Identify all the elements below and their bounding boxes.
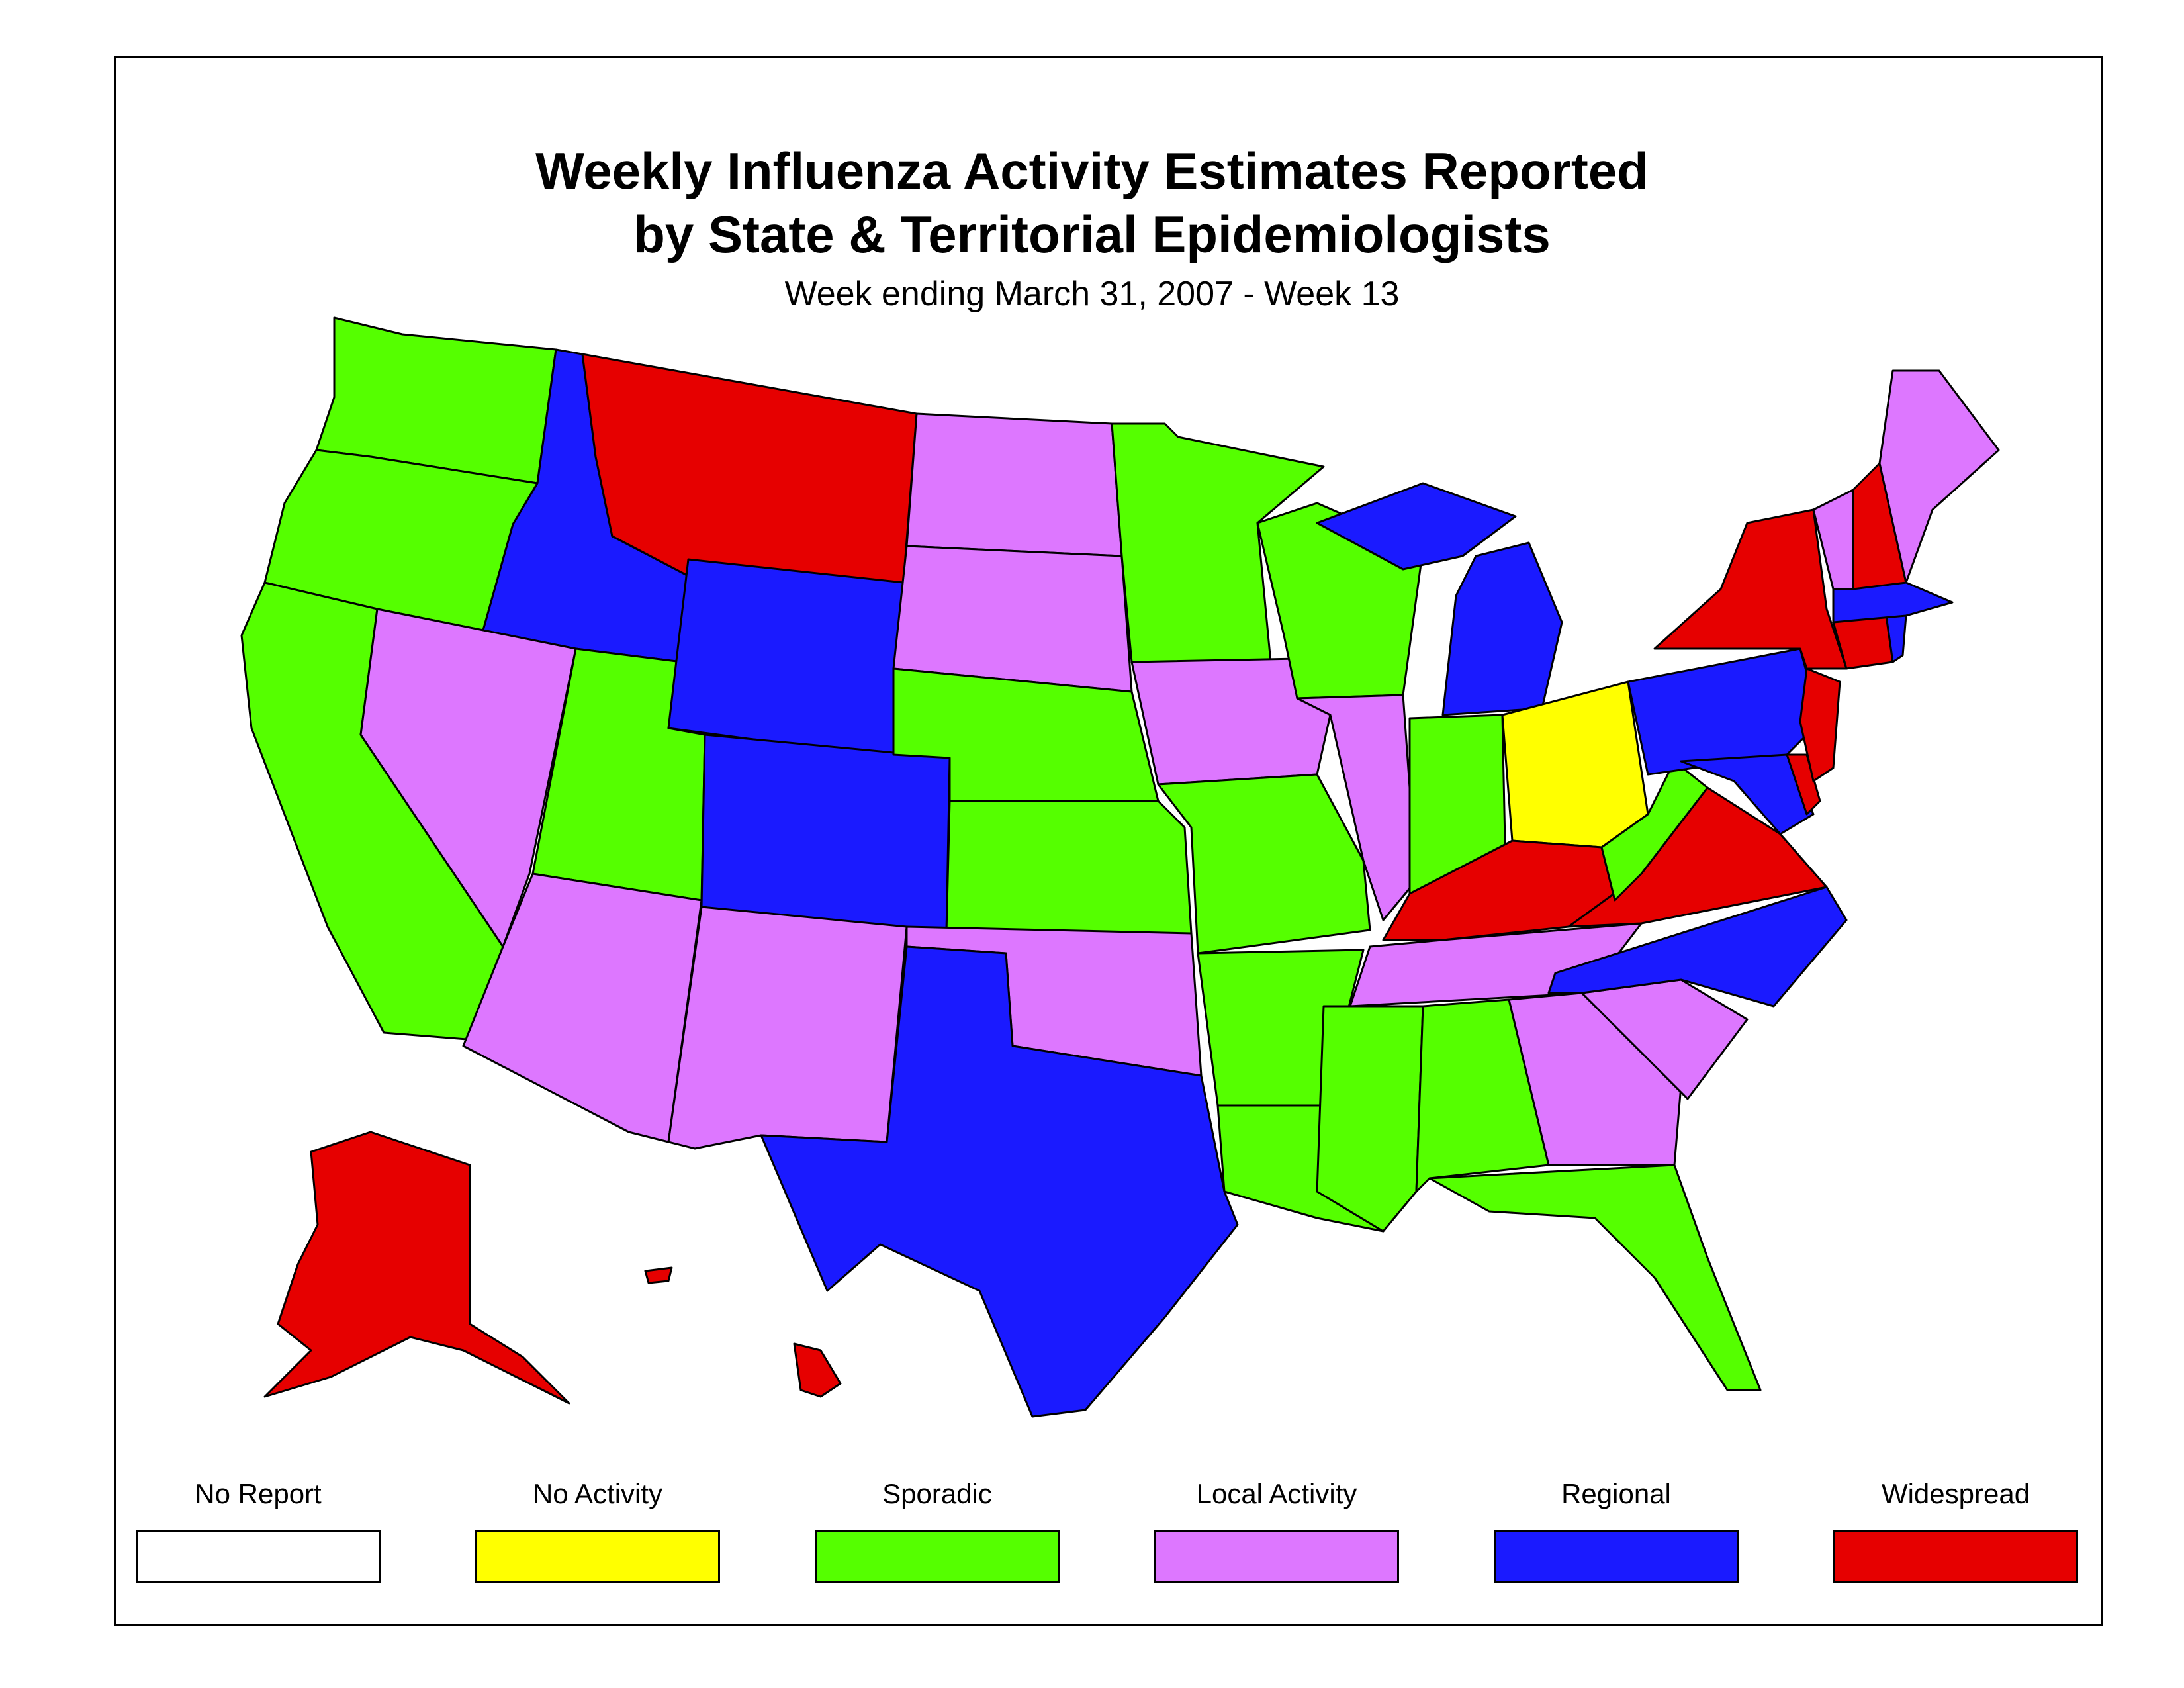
map-subtitle: Week ending March 31, 2007 - Week 13 <box>784 275 1400 313</box>
legend-item: Regional <box>1494 1477 1739 1583</box>
legend-item: No Report <box>136 1477 381 1583</box>
state-DE <box>1786 753 1821 816</box>
legend-swatch <box>1494 1530 1739 1583</box>
state-WV <box>1600 760 1709 902</box>
state-NY <box>1653 508 1848 670</box>
state-IL <box>1296 694 1418 921</box>
state-AK <box>263 1131 570 1405</box>
map-title-line-2: by State & Territorial Epidemiologists <box>633 205 1551 263</box>
legend-label: No Report <box>195 1478 322 1509</box>
state-SD <box>892 545 1133 693</box>
state-CO <box>700 733 951 935</box>
state-ND <box>905 412 1123 557</box>
state-GA <box>1508 992 1682 1166</box>
map-title-line-1: Weekly Influenza Activity Estimates Repo… <box>535 142 1649 200</box>
state-NV <box>359 608 577 948</box>
legend-label: Sporadic <box>882 1478 992 1509</box>
legend-label: Widespread <box>1881 1478 2030 1509</box>
state-TX <box>760 945 1239 1418</box>
legend-swatch <box>1833 1530 2078 1583</box>
legend-swatch <box>815 1530 1060 1583</box>
state-NM <box>667 906 908 1150</box>
legend-swatch <box>475 1530 720 1583</box>
state-MD <box>1680 753 1815 835</box>
state-HI <box>793 1342 842 1398</box>
legend-item: Sporadic <box>815 1477 1060 1583</box>
state-NC <box>1547 886 1848 1008</box>
state-MO <box>1157 773 1371 955</box>
legend-label: Regional <box>1561 1478 1671 1509</box>
state-AL <box>1415 998 1550 1193</box>
legend-label: No Activity <box>532 1478 663 1509</box>
legend-item: Local Activity <box>1154 1477 1399 1583</box>
state-IA <box>1130 657 1332 786</box>
state-MI <box>1441 541 1563 716</box>
legend-label: Local Activity <box>1196 1478 1357 1509</box>
state-MI-UP <box>1316 482 1517 571</box>
legend-item: No Activity <box>475 1477 720 1583</box>
state-ME <box>1878 369 2000 584</box>
state-HI-islands <box>644 1266 673 1284</box>
state-WY <box>667 558 905 759</box>
state-MS <box>1316 1005 1424 1233</box>
legend-swatch <box>1154 1530 1399 1583</box>
map-frame <box>114 56 2103 1626</box>
state-FL <box>1428 1164 1762 1391</box>
state-NJ <box>1799 667 1841 782</box>
legend-item: Widespread <box>1833 1477 2078 1583</box>
legend-swatch <box>136 1530 381 1583</box>
state-KS <box>945 800 1193 935</box>
